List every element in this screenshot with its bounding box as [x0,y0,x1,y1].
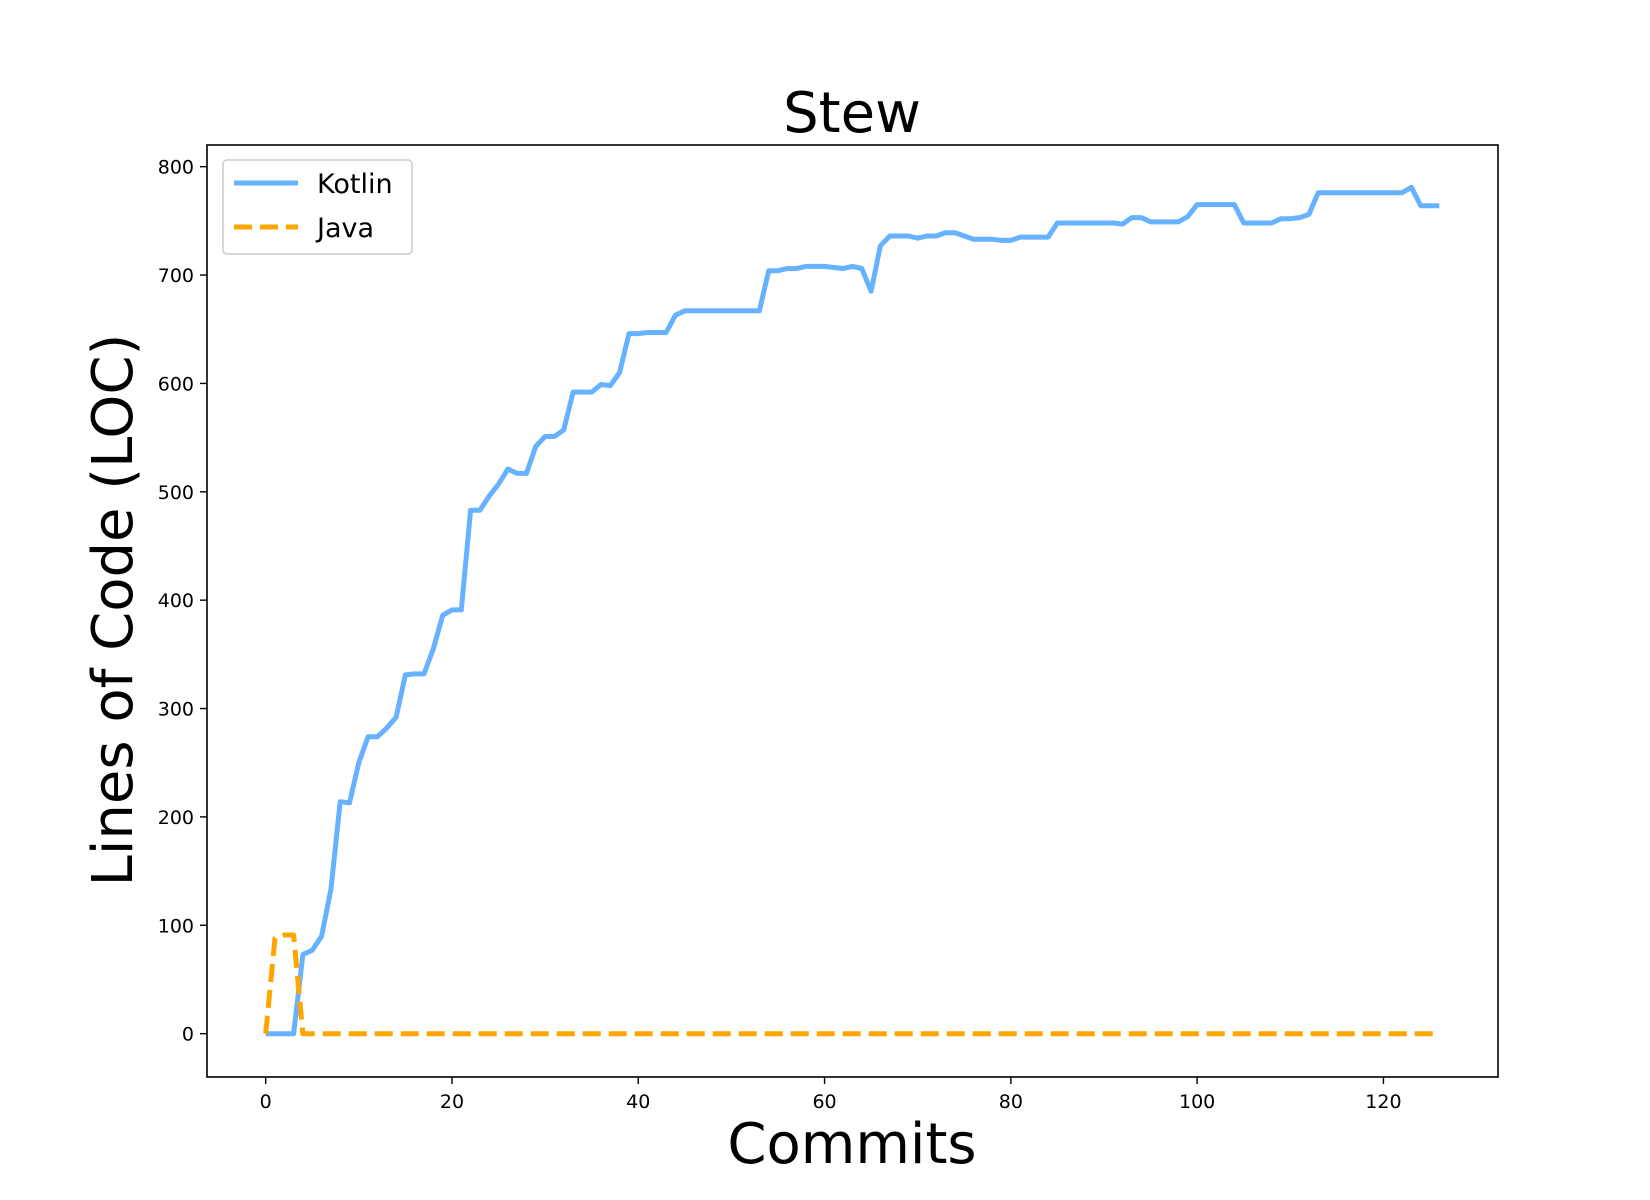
x-tick-label: 120 [1365,1091,1401,1113]
legend-label-java: Java [315,213,374,244]
y-tick-label: 200 [158,807,194,829]
y-axis: 0 100 200 300 400 500 600 700 800 [158,157,207,1046]
plot-frame [206,144,1499,1078]
chart-title: Stew [783,81,921,146]
series-line-kotlin [265,184,1440,1037]
x-tick-label: 40 [626,1091,650,1113]
y-tick-label: 0 [182,1024,194,1046]
y-axis-label: Lines of Code (LOC) [81,334,146,887]
x-tick-label: 20 [440,1091,464,1113]
x-tick-label: 60 [812,1091,836,1113]
plot-lines [263,184,1440,1037]
x-axis-label: Commits [727,1112,976,1177]
y-tick-label: 100 [158,915,194,937]
y-tick-label: 600 [158,373,194,395]
x-tick-label: 100 [1179,1091,1215,1113]
y-tick-label: 800 [158,157,194,179]
x-tick-label: 0 [260,1091,272,1113]
series-line-java [263,932,1440,1037]
x-tick-label: 80 [999,1091,1023,1113]
y-tick-label: 500 [158,482,194,504]
y-tick-label: 400 [158,590,194,612]
legend: Kotlin Java [222,159,413,255]
x-axis: 0 20 40 60 80 100 120 [260,1077,1402,1113]
y-tick-label: 700 [158,265,194,287]
y-tick-label: 300 [158,699,194,721]
legend-label-kotlin: Kotlin [317,169,393,200]
